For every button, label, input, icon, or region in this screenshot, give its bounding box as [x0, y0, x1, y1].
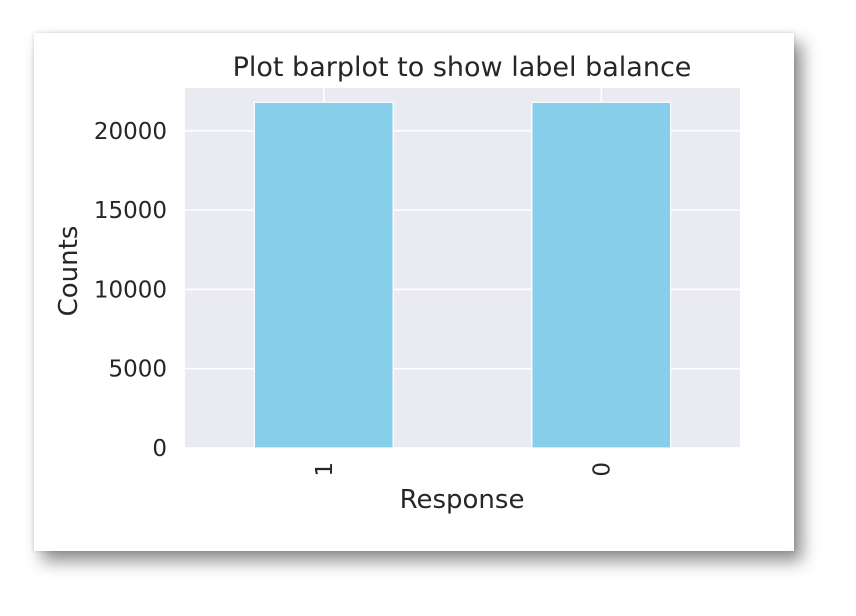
- bar: [253, 101, 394, 449]
- plot-area: 0 5000 10000 15000 20000 1 0: [94, 88, 740, 477]
- figure-card: 0 5000 10000 15000 20000 1 0 Plot barplot to s…: [34, 33, 794, 551]
- y-tick-label: 15000: [94, 198, 167, 224]
- y-tick-label: 20000: [94, 119, 167, 145]
- bar: [531, 101, 672, 449]
- x-axis-label: Response: [400, 485, 525, 515]
- x-tick-label: 1: [312, 462, 338, 477]
- y-tick-label: 10000: [94, 277, 167, 303]
- y-tick-label: 0: [152, 436, 167, 462]
- x-tick-label: 0: [589, 462, 615, 477]
- y-axis-label: Counts: [54, 226, 84, 317]
- chart-title: Plot barplot to show label balance: [233, 52, 692, 83]
- y-tick-label: 5000: [108, 357, 167, 383]
